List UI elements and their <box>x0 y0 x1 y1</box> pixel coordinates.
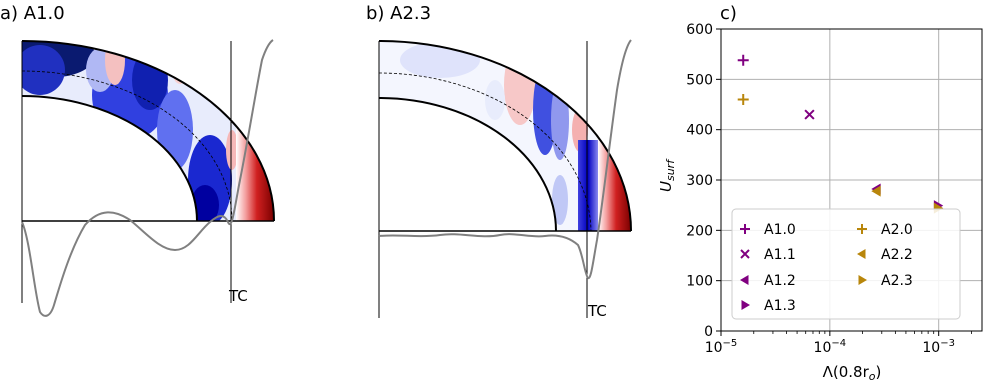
panel-b: b) A2.3 TC <box>366 3 632 320</box>
legend-label: A1.2 <box>764 273 796 289</box>
data-point-a2-2 <box>871 185 881 197</box>
y-axis-label-sub: surf <box>664 158 677 181</box>
legend-marker <box>857 249 866 259</box>
x-axis: 10−5 10−4 10−3 <box>705 331 972 356</box>
panel-a-title: a) A1.0 <box>0 3 65 24</box>
x-tick-base: 10 <box>922 340 940 356</box>
x-axis-label: Λ(0.8ro) <box>823 363 882 383</box>
panel-b-profile-curve <box>378 39 632 280</box>
panel-b-inner-boundary <box>378 97 557 232</box>
panel-b-tc-label: TC <box>587 302 607 320</box>
legend-marker <box>857 224 867 234</box>
y-axis-label: Usurf <box>657 158 677 192</box>
x-axis-label-sub: o <box>869 370 876 383</box>
legend-marker <box>858 275 867 285</box>
y-axis: 0 100 200 300 400 500 600 <box>686 22 721 340</box>
panel-c-title: c) <box>720 3 737 24</box>
panel-a-tc-label: TC <box>228 287 248 305</box>
panel-a: a) A1.0 TC <box>0 3 275 317</box>
x-tick-base: 10 <box>705 340 723 356</box>
legend-label: A2.2 <box>881 247 913 263</box>
legend-marker <box>741 300 750 310</box>
panel-b-outer-boundary <box>378 40 632 232</box>
y-tick-label: 600 <box>686 22 713 38</box>
data-points <box>737 54 944 214</box>
x-tick-label: 10−5 <box>705 338 738 356</box>
data-point-a1-1 <box>804 109 815 120</box>
x-tick-base: 10 <box>814 340 832 356</box>
data-point-a2-0 <box>737 93 749 105</box>
x-tick-label: 10−3 <box>922 338 955 356</box>
panel-a-mid-radius <box>21 70 233 222</box>
panel-a-profile-curve <box>21 39 274 317</box>
legend-label: A2.0 <box>881 222 913 238</box>
x-axis-label-main: Λ(0.8r <box>823 363 870 381</box>
legend-marker <box>740 224 750 234</box>
y-tick-label: 300 <box>686 173 713 189</box>
panel-b-mid-radius <box>378 72 592 232</box>
legend-marker <box>740 249 750 259</box>
y-tick-label: 0 <box>704 324 713 340</box>
x-tick-exponent: −3 <box>940 338 955 349</box>
panel-a-contour-field <box>22 41 274 221</box>
legend-box <box>731 208 961 320</box>
panel-a-inner-boundary <box>21 95 198 222</box>
x-tick-label: 10−4 <box>814 338 847 356</box>
y-axis-label-main: U <box>657 181 675 192</box>
x-tick-exponent: −5 <box>723 338 738 349</box>
x-axis-label-close: ) <box>876 363 882 381</box>
panel-b-title: b) A2.3 <box>366 3 431 24</box>
data-point-a1-0 <box>737 54 749 66</box>
y-tick-label: 100 <box>686 274 713 290</box>
panel-a-outer-boundary <box>21 40 275 222</box>
panel-b-contour-field <box>379 41 631 231</box>
y-tick-label: 400 <box>686 123 713 139</box>
legend-label: A1.1 <box>764 247 796 263</box>
legend: A1.0 A2.0 A1.1 A2.2 A1.2 A2.3 A1.3 <box>731 208 961 320</box>
legend-entries: A1.0 A2.0 A1.1 A2.2 A1.2 A2.3 A1.3 <box>740 222 913 314</box>
y-tick-label: 200 <box>686 223 713 239</box>
legend-label: A1.3 <box>764 298 796 314</box>
legend-label: A1.0 <box>764 222 796 238</box>
x-tick-exponent: −4 <box>831 338 846 349</box>
legend-label: A2.3 <box>881 273 913 289</box>
legend-marker <box>740 275 749 285</box>
y-tick-label: 500 <box>686 72 713 88</box>
